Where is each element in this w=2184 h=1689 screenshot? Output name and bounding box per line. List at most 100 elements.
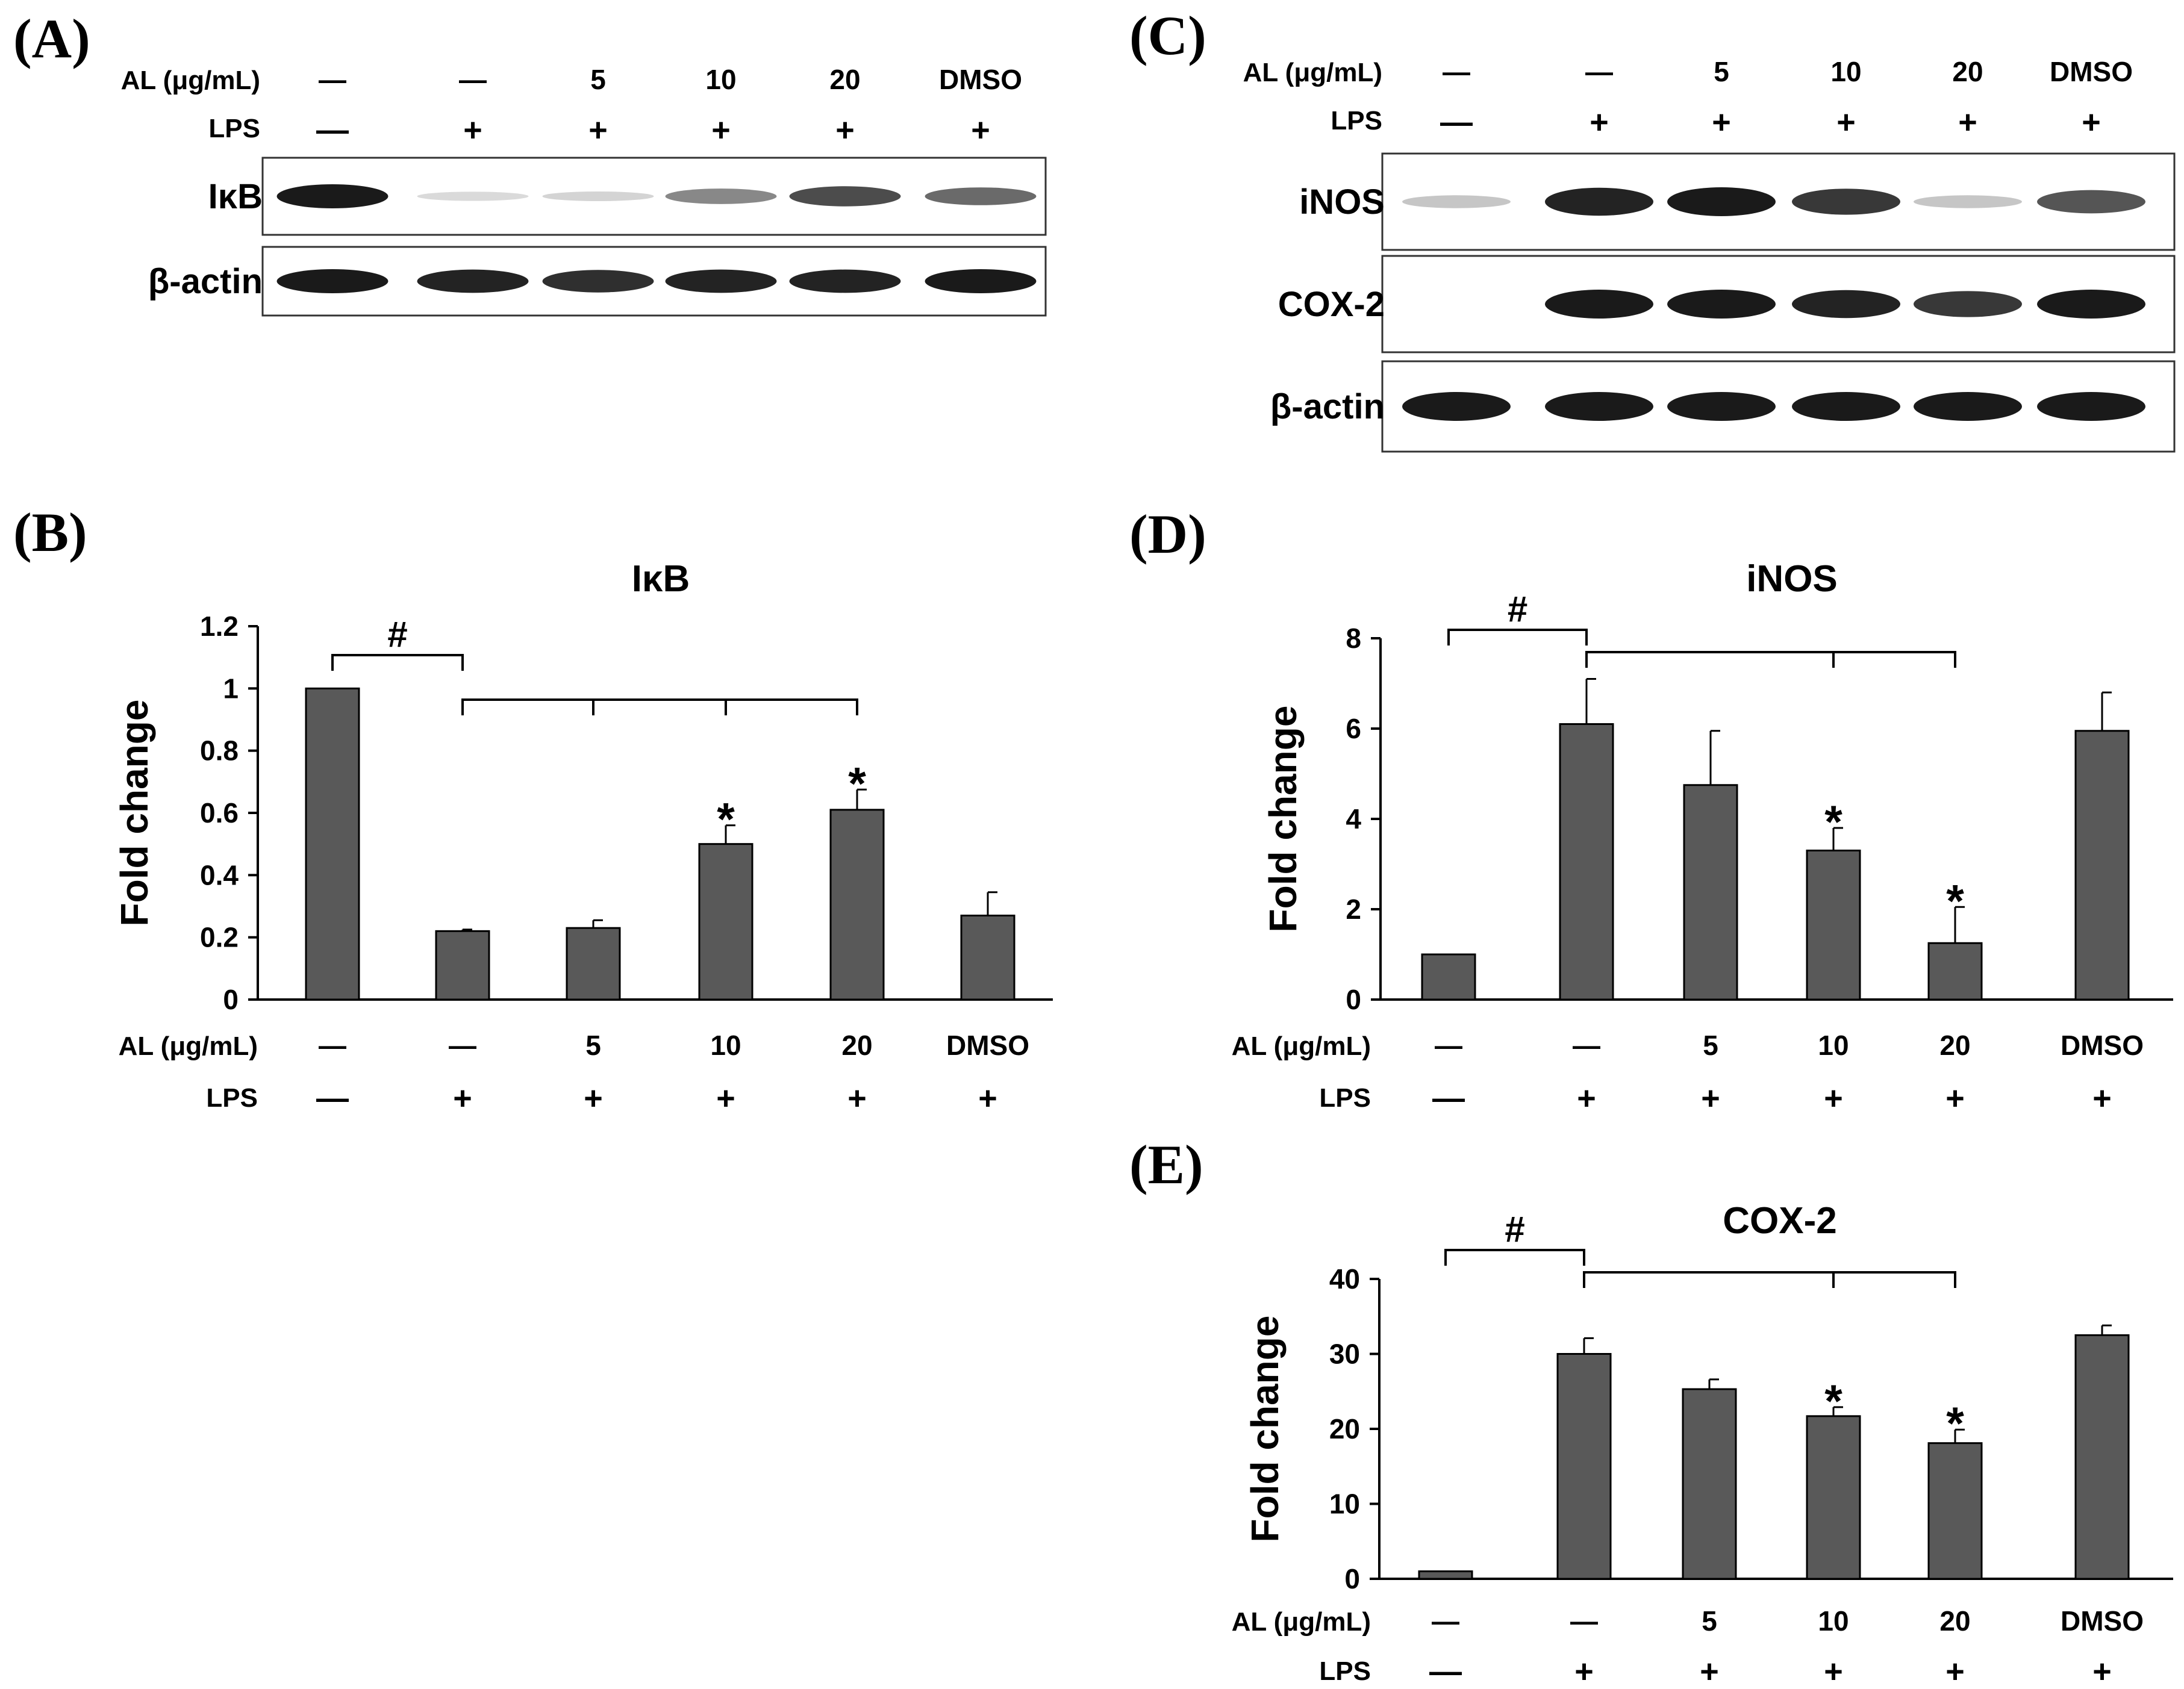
al-row-label: AL (μg/mL): [1232, 1607, 1371, 1637]
y-axis-label: Fold change: [113, 700, 156, 927]
blot-panel-0: (A) AL (μg/mL) LPS — — 5 10 20 DMSO — + + + + + IκB β-ac…: [13, 8, 1047, 317]
al-dose-label: —: [449, 1030, 476, 1061]
lps-sign: +: [463, 112, 482, 148]
blot-band: [2037, 392, 2145, 421]
lps-sign: +: [1712, 104, 1731, 140]
y-tick-label: 30: [1329, 1339, 1360, 1370]
al-dose-label: 10: [1818, 1030, 1849, 1061]
y-tick-label: 1: [223, 673, 239, 704]
chart-panel-0: (B) IκB Fold change 0 0.2 0.4 0.6 0.8 1 1.2 * * # AL …: [13, 502, 1053, 1116]
blot-strip: iNOS: [1299, 152, 2176, 251]
blot-band: [1792, 392, 1900, 421]
blot-band: [1402, 392, 1511, 421]
al-dose-label: —: [319, 1030, 346, 1061]
blot-band: [417, 269, 529, 293]
protein-label: iNOS: [1299, 182, 1385, 222]
lps-sign: —: [1440, 104, 1473, 140]
blot-band: [276, 184, 388, 208]
al-dose-label: —: [459, 64, 487, 95]
lps-sign: +: [1945, 1080, 1965, 1116]
al-dose-label: —: [1432, 1605, 1459, 1637]
protein-label: COX-2: [1278, 285, 1385, 324]
y-tick-label: 4: [1346, 803, 1361, 835]
significance-star: *: [717, 794, 735, 845]
blot-band: [417, 191, 529, 201]
significance-star: *: [1946, 1398, 1964, 1449]
bar: [2074, 730, 2130, 1001]
blot-band: [1545, 290, 1653, 319]
lps-sign: +: [711, 112, 731, 148]
lps-row-label: LPS: [206, 1083, 258, 1113]
blot-band: [1667, 290, 1776, 319]
panel-letter: (C): [1129, 5, 1206, 66]
lps-sign: +: [2092, 1653, 2112, 1689]
lps-sign: +: [978, 1080, 997, 1116]
blot-band: [925, 269, 1037, 293]
panel-letter: (B): [13, 502, 87, 563]
al-row-label: AL (μg/mL): [1243, 58, 1382, 87]
comparison-bracket: [1583, 1271, 1956, 1288]
lps-sign: —: [1432, 1080, 1465, 1116]
lps-sign: +: [2082, 104, 2101, 140]
hash-symbol: #: [387, 614, 407, 655]
al-row-label: AL (μg/mL): [1232, 1031, 1371, 1061]
blot-band: [1545, 187, 1653, 216]
chart-title: COX-2: [1723, 1200, 1836, 1242]
al-dose-label: DMSO: [946, 1030, 1029, 1061]
lps-sign: +: [971, 112, 990, 148]
bar: [829, 809, 885, 1001]
bar: [1556, 1353, 1612, 1580]
bar: [1682, 1388, 1737, 1580]
significance-star: *: [848, 758, 866, 809]
al-dose-label: DMSO: [939, 64, 1022, 95]
lps-sign: +: [847, 1080, 867, 1116]
y-tick-label: 0.6: [200, 797, 239, 829]
blot-band: [665, 188, 777, 204]
bar: [960, 915, 1016, 1001]
bar: [698, 843, 753, 1001]
y-tick-label: 8: [1346, 623, 1361, 654]
al-dose-label: 5: [1702, 1605, 1717, 1637]
lps-sign: +: [2092, 1080, 2112, 1116]
lps-sign: +: [1574, 1653, 1594, 1689]
y-tick-label: 0: [1344, 1563, 1360, 1594]
al-dose-label: DMSO: [2050, 56, 2133, 87]
y-axis-label: Fold change: [1243, 1316, 1287, 1543]
blot-band: [925, 187, 1037, 205]
al-dose-label: —: [1585, 56, 1613, 87]
significance-star: *: [1946, 876, 1964, 927]
hash-bracket: [1447, 629, 1588, 645]
lps-sign: +: [588, 112, 608, 148]
blot-band: [1402, 195, 1511, 208]
lps-sign: +: [1700, 1653, 1719, 1689]
y-tick-label: 6: [1346, 713, 1361, 744]
blot-band: [542, 191, 654, 202]
panel-letter: (D): [1129, 503, 1206, 565]
bar: [1927, 942, 1983, 1001]
bar: [1683, 784, 1738, 1001]
al-dose-label: 20: [841, 1030, 872, 1061]
al-dose-label: 10: [1818, 1605, 1849, 1637]
blot-strip: β-actin: [1270, 360, 2176, 453]
blot-band: [789, 269, 901, 293]
lps-row-label: LPS: [1319, 1656, 1371, 1686]
lps-row-label: LPS: [1319, 1083, 1371, 1113]
al-dose-label: 5: [1703, 1030, 1718, 1061]
y-axis-label: Fold change: [1261, 706, 1305, 933]
lps-sign: +: [453, 1080, 472, 1116]
al-row-label: AL (μg/mL): [119, 1031, 258, 1061]
chart-panel-2: (E) COX-2 Fold change 0 10 20 30 40 * * # AL (μg/mL…: [1129, 1134, 2173, 1689]
y-tick-label: 0: [223, 984, 239, 1015]
panel-letter: (A): [13, 8, 90, 69]
blot-band: [1667, 392, 1776, 421]
bar: [1421, 953, 1476, 1001]
blot-band: [2037, 190, 2145, 214]
al-dose-label: 5: [585, 1030, 601, 1061]
al-dose-label: DMSO: [2061, 1030, 2144, 1061]
lps-sign: +: [1824, 1080, 1843, 1116]
bar: [566, 927, 621, 1001]
blot-band: [1545, 392, 1653, 421]
blot-band: [1914, 291, 2022, 317]
al-dose-label: —: [1443, 56, 1470, 87]
y-tick-label: 0.4: [200, 859, 239, 891]
